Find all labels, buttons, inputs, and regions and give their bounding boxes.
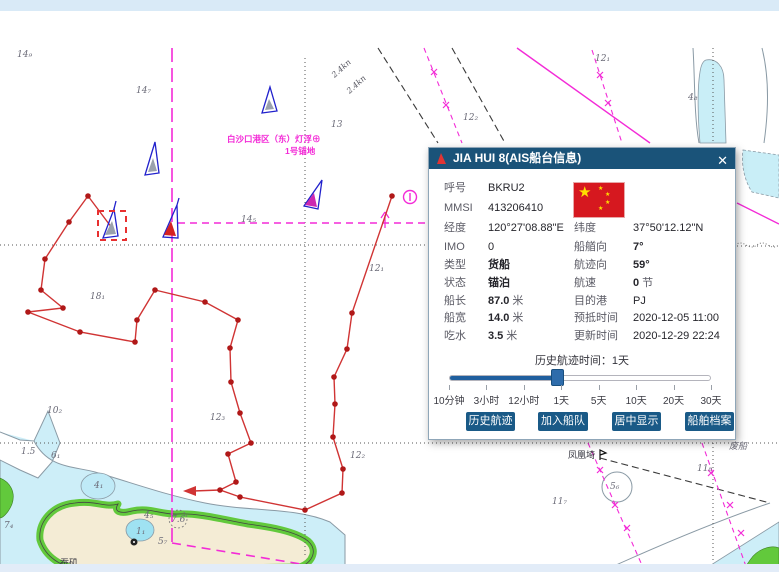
cable-cross-markers (430, 68, 745, 537)
ais-info-dialog: JIA HUI 8(AIS船台信息) ✕ 呼号 BKRU2 MMSI 41320641… (428, 147, 736, 440)
shore-vegetation-patch (0, 477, 14, 519)
chart-dashed-line (377, 47, 439, 144)
slider-tick (523, 385, 525, 390)
slider-tick (636, 385, 638, 390)
ais-ship-target-selected[interactable] (102, 200, 119, 239)
ais-ship-target[interactable] (144, 141, 160, 176)
history-track-time-label: 历史航迹时间：1天 (534, 355, 630, 367)
selection-box (97, 210, 127, 241)
chart-dashed-line (599, 457, 771, 504)
ship-archive-button[interactable]: 船舶档案 (685, 412, 734, 431)
history-track (27, 194, 393, 511)
time-slider-handle[interactable] (551, 369, 564, 386)
shoal-patch (697, 59, 727, 144)
close-icon[interactable]: ✕ (717, 153, 728, 168)
slider-tick (561, 385, 563, 390)
depth-contour (761, 47, 768, 144)
slider-tick (673, 385, 675, 390)
depth-contour (692, 47, 700, 144)
cable-line (587, 442, 646, 572)
slider-tick-label: 20天 (663, 396, 685, 407)
dialog-title: JIA HUI 8(AIS船台信息) (453, 151, 582, 165)
slider-tick (486, 385, 488, 390)
shoal-patch (80, 472, 116, 500)
shoal-patch (125, 518, 155, 542)
info-row: MMSI 413206410 (444, 202, 544, 214)
slider-tick (598, 385, 600, 390)
slider-tick-label: 3小时 (473, 396, 500, 407)
ais-ship-target[interactable] (261, 84, 278, 114)
slider-tick-label: 12小时 (508, 396, 540, 407)
info-row: 经度 120°27'08.88"E 纬度 37°50'12.12"N (444, 222, 704, 234)
ais-ship-target[interactable] (302, 179, 323, 210)
beacon-symbol (599, 449, 608, 460)
track-points (25, 193, 395, 513)
shoal-patch (742, 149, 779, 199)
time-slider-fill (450, 376, 559, 380)
depth-contour (604, 502, 771, 571)
dialog-titlebar[interactable]: JIA HUI 8(AIS船台信息) ✕ (429, 148, 735, 169)
slider-tick (711, 385, 712, 390)
slider-tick-label: 5天 (590, 396, 607, 407)
join-fleet-button[interactable]: 加入船队 (538, 412, 588, 431)
cable-line (423, 47, 463, 144)
fairway-line (516, 47, 651, 144)
cable-line (701, 442, 749, 572)
info-row: 吃水 3.5 米更新时间 2020-12-29 22:24 (444, 330, 720, 342)
slider-tick-label: 1天 (553, 396, 570, 407)
bottom-strip (0, 564, 779, 572)
slider-tick-label: 30天 (700, 396, 722, 407)
island-outline (39, 501, 314, 571)
track-arrow (183, 486, 196, 496)
fairway-line (736, 202, 779, 225)
info-row: IMO 0 船艏向 7° (444, 241, 644, 253)
slider-tick-label: 10天 (625, 396, 647, 407)
chart-dashed-line (451, 47, 506, 144)
buoy-symbol[interactable] (402, 189, 418, 205)
depth-circle (601, 471, 633, 503)
danger-circle (168, 509, 188, 529)
top-strip (0, 0, 779, 11)
ship-icon (437, 153, 446, 164)
rock-symbol-center (133, 541, 135, 543)
info-row: 船长 87.0 米目的港 PJ (444, 295, 646, 307)
china-flag: ★ ★ ★ ★ ★ (573, 182, 625, 218)
slider-tick-label: 10分钟 (433, 396, 465, 407)
info-row: 船宽 14.0 米预抵时间 2020-12-05 11:00 (444, 312, 720, 324)
slider-tick (449, 385, 450, 390)
time-slider-track[interactable] (449, 375, 711, 381)
center-display-button[interactable]: 居中显示 (612, 412, 661, 431)
ais-ship-target[interactable] (162, 197, 180, 239)
history-track-button[interactable]: 历史航迹 (466, 412, 515, 431)
info-row: 呼号 BKRU2 (444, 182, 525, 194)
cable-line (591, 49, 623, 144)
info-row: 状态 锚泊 航速 0 节 (444, 277, 654, 289)
info-row: 类型 货船 航迹向 59° (444, 259, 650, 271)
